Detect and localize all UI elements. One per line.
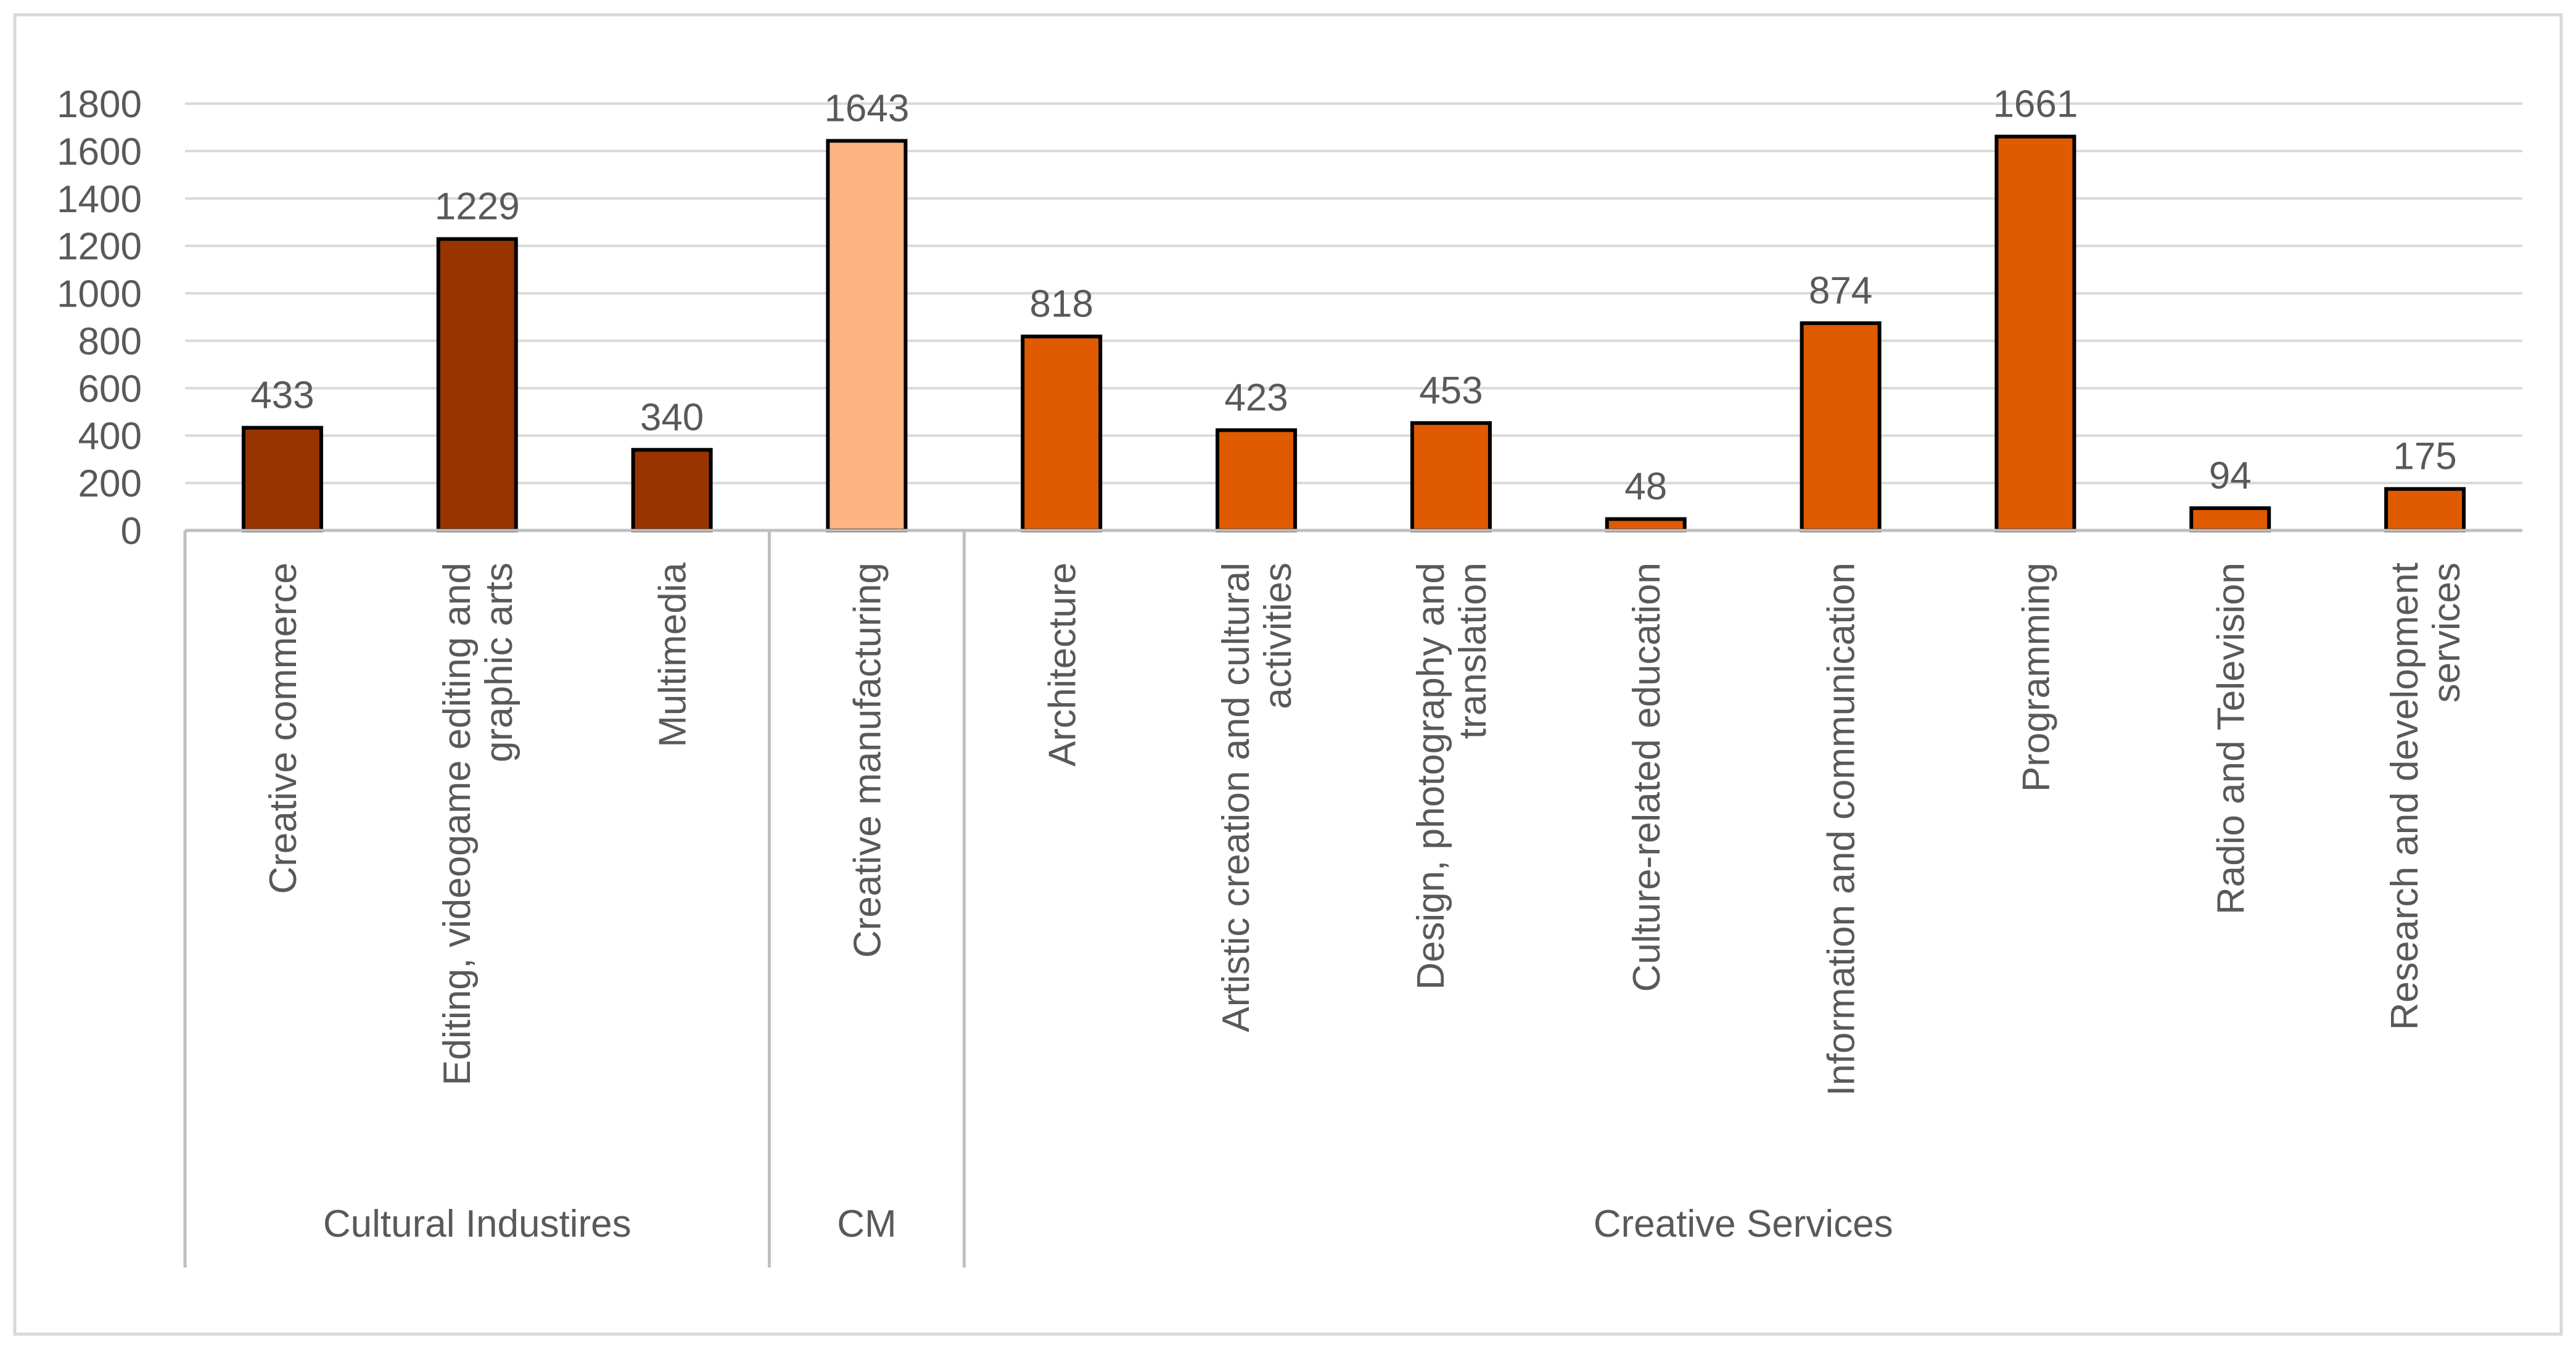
group-label: CM (837, 1203, 896, 1245)
category-label-line: Design, photography and (1410, 563, 1452, 990)
category-label-line: services (2426, 563, 2468, 703)
y-tick-label: 1200 (57, 226, 142, 268)
bar (1800, 321, 1882, 532)
category-label-line: Culture-related education (1626, 563, 1668, 992)
category-label-line: Multimedia (652, 562, 694, 747)
category-label-line: activities (1257, 563, 1299, 709)
category-label-line: translation (1452, 563, 1494, 739)
y-tick-label: 1600 (57, 131, 142, 173)
category-label: Research and development services (2384, 563, 2468, 1030)
category-label: Creative commerce (262, 563, 305, 894)
bar (631, 448, 713, 532)
category-label-line: Research and development (2384, 563, 2426, 1030)
data-label: 1661 (1993, 83, 2078, 125)
y-tick-label: 1000 (57, 273, 142, 316)
bar (1605, 517, 1687, 533)
bar (1021, 334, 1103, 532)
data-label: 1643 (824, 87, 909, 130)
bar (2189, 506, 2271, 533)
category-label: Architecture (1041, 563, 1084, 767)
category-label: Creative manufacturing (846, 563, 889, 958)
y-tick-label: 200 (78, 463, 142, 505)
category-label: Radio and Television (2210, 563, 2252, 915)
category-label-line: Creative manufacturing (846, 563, 889, 958)
category-label-line: Programming (2015, 563, 2057, 792)
bar (1994, 134, 2076, 532)
data-label: 340 (640, 396, 704, 439)
category-label: Information and communication (1821, 563, 1863, 1096)
bar (1410, 421, 1492, 533)
category-label: Editing, videogame editing and graphic ar… (436, 563, 521, 1086)
bar (1216, 428, 1298, 532)
data-label: 818 (1030, 283, 1093, 326)
data-label: 453 (1419, 369, 1483, 412)
data-label: 433 (250, 374, 314, 417)
category-label-line: graphic arts (478, 563, 521, 762)
category-label-line: Artistic creation and cultural (1215, 563, 1257, 1033)
group-label: Creative Services (1594, 1203, 1893, 1245)
bars (241, 134, 2466, 533)
x-axis: Creative commerce Editing, videogame edit… (183, 529, 2522, 1268)
y-tick-label: 0 (121, 510, 142, 553)
category-label-line: Editing, videogame editing and (436, 563, 479, 1086)
gridlines (185, 102, 2522, 485)
data-labels: 433 1229 340 1643 818 423 453 48 874 1661 94 175 (250, 83, 2457, 508)
y-tick-label: 600 (78, 368, 142, 410)
data-label: 874 (1809, 270, 1872, 312)
category-label: Artistic creation and cultural activities (1215, 563, 1299, 1033)
category-label: Culture-related education (1626, 563, 1668, 992)
bar (241, 426, 323, 533)
category-label-line: Information and communication (1821, 563, 1863, 1096)
bar (826, 139, 908, 532)
data-label: 48 (1624, 466, 1667, 508)
data-label: 175 (2393, 435, 2456, 478)
y-tick-label: 400 (78, 415, 142, 458)
y-tick-label: 800 (78, 320, 142, 363)
data-label: 423 (1224, 376, 1288, 419)
category-label: Multimedia (652, 562, 694, 747)
bar (2384, 487, 2466, 533)
category-label-line: Creative commerce (262, 563, 305, 894)
data-label: 1229 (435, 186, 520, 228)
y-tick-label: 1400 (57, 178, 142, 221)
category-label-line: Architecture (1041, 563, 1084, 767)
category-label-line: Radio and Television (2210, 563, 2252, 915)
category-label: Programming (2015, 563, 2057, 792)
group-label: Cultural Industires (323, 1203, 632, 1245)
data-label: 94 (2209, 455, 2252, 497)
chart-border (13, 13, 2563, 1336)
category-label: Design, photography and translation (1410, 563, 1494, 990)
y-tick-label: 1800 (57, 83, 142, 126)
bar (436, 237, 518, 532)
